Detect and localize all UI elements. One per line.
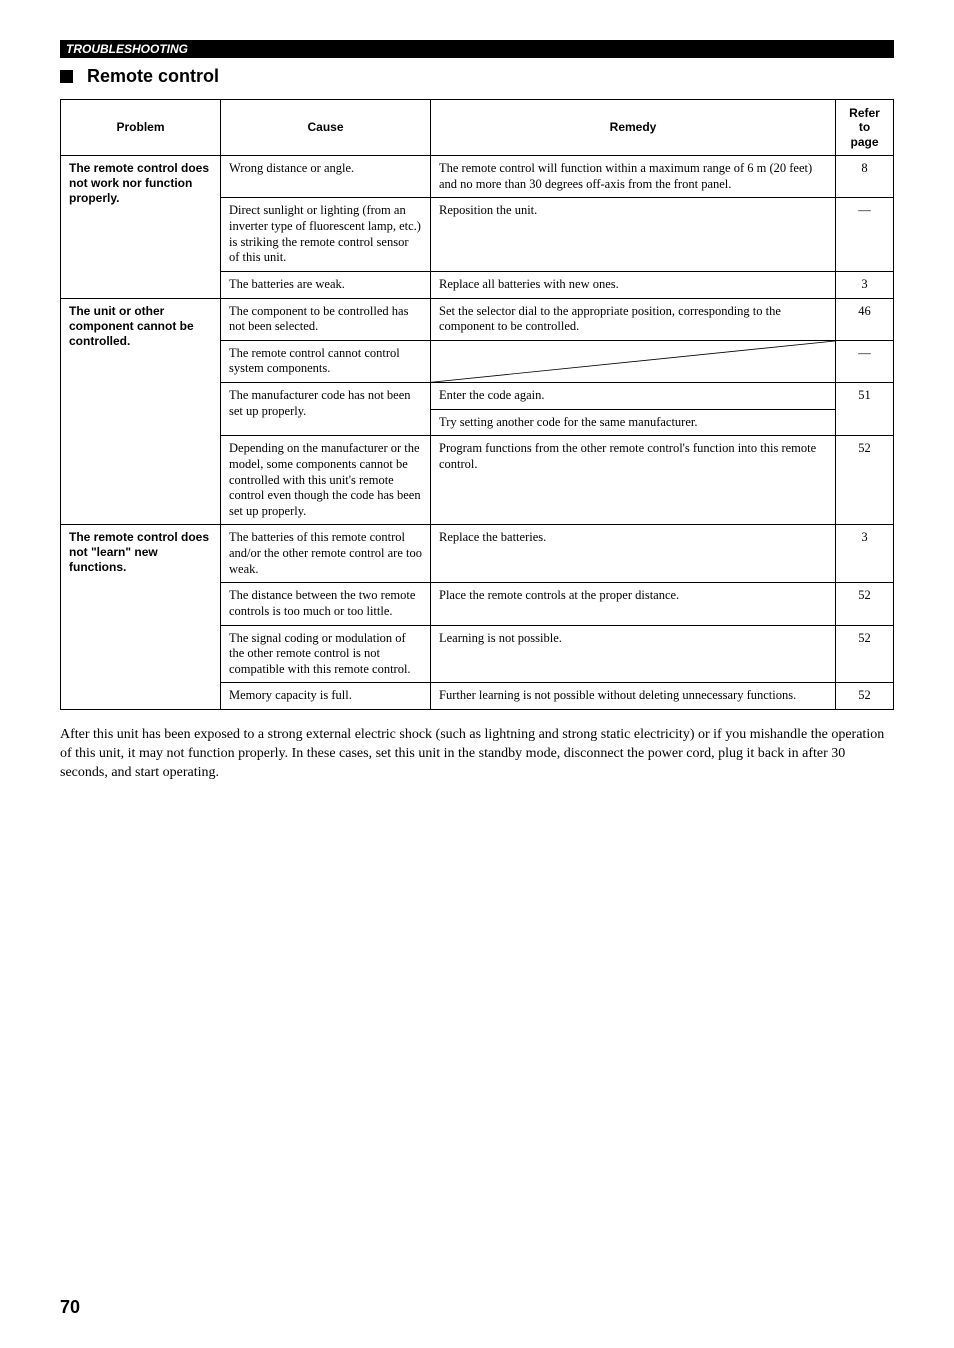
header-problem: Problem <box>61 100 221 156</box>
header-remedy: Remedy <box>431 100 836 156</box>
cause-cell: The distance between the two remote cont… <box>221 583 431 625</box>
page-number: 70 <box>60 1297 80 1318</box>
remedy-cell: Place the remote controls at the proper … <box>431 583 836 625</box>
cause-cell: The component to be controlled has not b… <box>221 298 431 340</box>
table-header-row: Problem Cause Remedy Refer to page <box>61 100 894 156</box>
remedy-cell: Try setting another code for the same ma… <box>431 409 836 436</box>
square-bullet-icon <box>60 70 73 83</box>
remedy-cell: Replace the batteries. <box>431 525 836 583</box>
problem-cell: The unit or other component cannot be co… <box>61 298 221 525</box>
table-row: The unit or other component cannot be co… <box>61 298 894 340</box>
ref-cell: 52 <box>836 436 894 525</box>
ref-cell: 52 <box>836 583 894 625</box>
ref-cell: 52 <box>836 683 894 710</box>
header-cause: Cause <box>221 100 431 156</box>
section-title: Remote control <box>60 66 894 87</box>
diagonal-line-icon <box>431 341 835 382</box>
table-row: The remote control does not work nor fun… <box>61 156 894 198</box>
remedy-cell: Learning is not possible. <box>431 625 836 683</box>
ref-cell: — <box>836 198 894 272</box>
cause-cell: The batteries of this remote control and… <box>221 525 431 583</box>
cause-cell: The manufacturer code has not been set u… <box>221 383 431 436</box>
cause-cell: Direct sunlight or lighting (from an inv… <box>221 198 431 272</box>
remedy-cell: Replace all batteries with new ones. <box>431 271 836 298</box>
remedy-cell: Enter the code again. <box>431 383 836 410</box>
remedy-cell: Reposition the unit. <box>431 198 836 272</box>
section-title-text: Remote control <box>87 66 219 87</box>
body-paragraph: After this unit has been exposed to a st… <box>60 726 894 783</box>
ref-cell: 8 <box>836 156 894 198</box>
remedy-cell: Further learning is not possible without… <box>431 683 836 710</box>
ref-cell: 3 <box>836 271 894 298</box>
ref-cell: 51 <box>836 383 894 436</box>
remedy-cell: The remote control will function within … <box>431 156 836 198</box>
troubleshoot-table: Problem Cause Remedy Refer to page The r… <box>60 99 894 710</box>
table-row: The remote control does not "learn" new … <box>61 525 894 583</box>
remedy-cell: Program functions from the other remote … <box>431 436 836 525</box>
section-header-bar: TROUBLESHOOTING <box>60 40 894 58</box>
cause-cell: The remote control cannot control system… <box>221 340 431 382</box>
cause-cell: Wrong distance or angle. <box>221 156 431 198</box>
ref-cell: 52 <box>836 625 894 683</box>
problem-cell: The remote control does not "learn" new … <box>61 525 221 710</box>
cause-cell: The signal coding or modulation of the o… <box>221 625 431 683</box>
remedy-cell: Set the selector dial to the appropriate… <box>431 298 836 340</box>
header-refer: Refer to page <box>836 100 894 156</box>
remedy-diagonal-cell <box>431 340 836 382</box>
ref-cell: — <box>836 340 894 382</box>
problem-cell: The remote control does not work nor fun… <box>61 156 221 298</box>
ref-cell: 46 <box>836 298 894 340</box>
cause-cell: Memory capacity is full. <box>221 683 431 710</box>
ref-cell: 3 <box>836 525 894 583</box>
cause-cell: The batteries are weak. <box>221 271 431 298</box>
cause-cell: Depending on the manufacturer or the mod… <box>221 436 431 525</box>
